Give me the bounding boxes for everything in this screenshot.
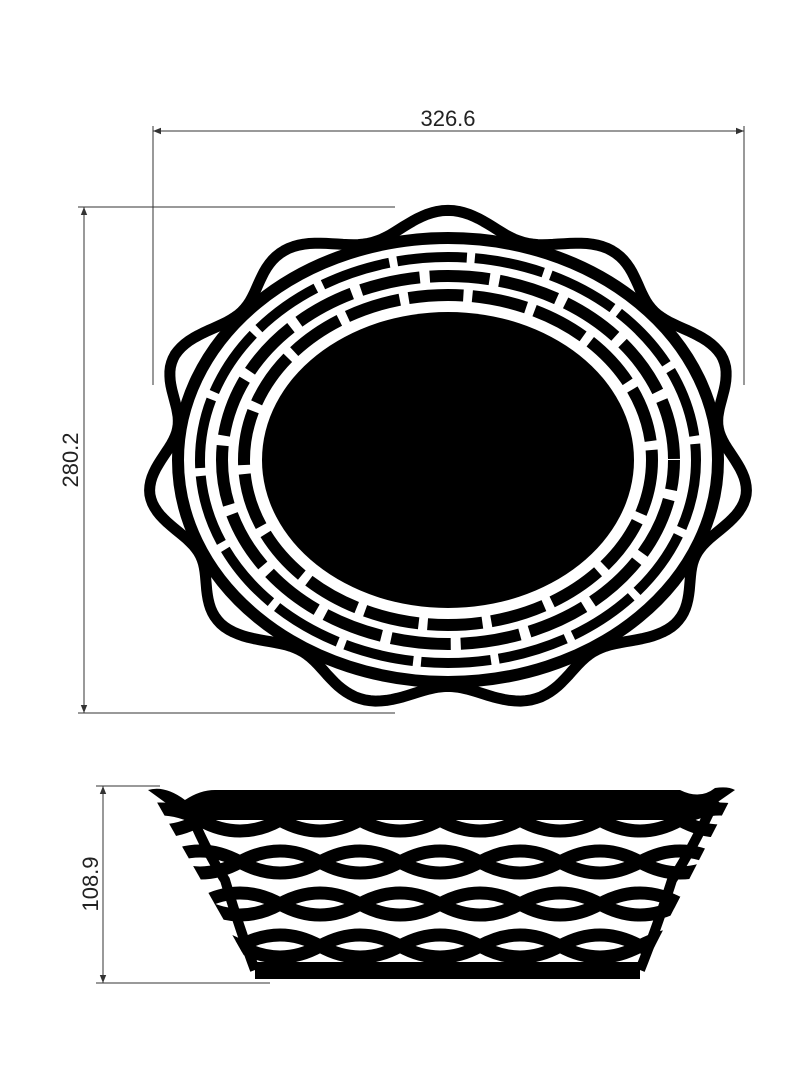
basket-ring-4 (238, 289, 658, 631)
basket-side-view (148, 787, 735, 979)
basket-ring-3 (216, 270, 680, 650)
basket-ring-1 (172, 232, 724, 688)
lattice-strand (150, 886, 735, 912)
basket-lattice (150, 802, 735, 964)
width-label: 326.6 (420, 106, 475, 131)
basket-side-left (180, 798, 260, 972)
depth-dimension: 280.2 (58, 206, 395, 714)
side-view: 108.9 (78, 785, 735, 984)
lattice-strand (150, 896, 735, 922)
lattice-strand (150, 802, 735, 828)
lattice-strand (156, 938, 735, 964)
lattice-strand (156, 854, 735, 880)
width-dimension: 326.6 (152, 106, 745, 385)
basket-ring-2 (195, 252, 701, 668)
height-dimension: 108.9 (78, 785, 270, 984)
basket-top-view (144, 204, 752, 707)
top-view: 326.6 280.2 (58, 106, 752, 714)
basket-side-right (635, 797, 720, 972)
basket-base (262, 312, 634, 608)
depth-label: 280.2 (58, 432, 83, 487)
basket-foot (255, 962, 640, 979)
height-label: 108.9 (78, 856, 103, 911)
